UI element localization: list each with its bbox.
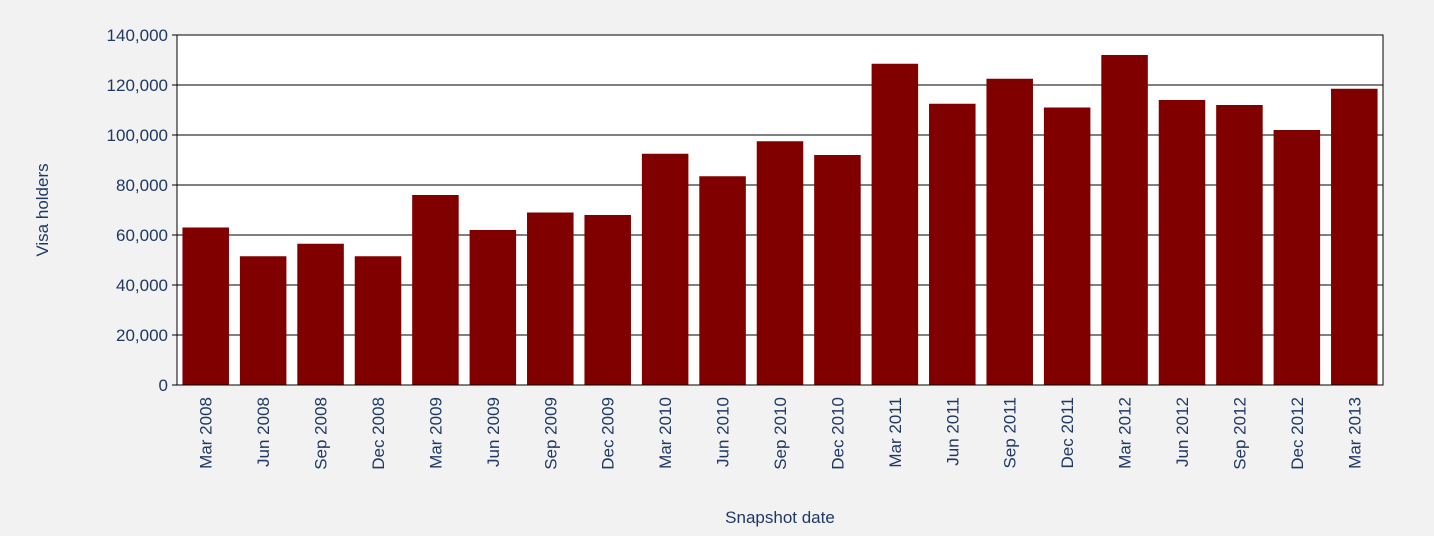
bar — [584, 215, 631, 385]
y-tick-labels: 0 20,000 40,000 60,000 80,000 100,000 120,000 1… — [107, 26, 177, 395]
x-tick-label: Mar 2010 — [656, 397, 675, 469]
bar — [1043, 107, 1091, 385]
plot-border — [176, 34, 1384, 386]
y-tick-label: 100,000 — [107, 126, 168, 145]
bar — [871, 63, 919, 385]
x-tick-label: Sep 2009 — [541, 397, 560, 470]
y-tick-label: 40,000 — [116, 276, 168, 295]
x-tick-label: Jun 2011 — [943, 397, 962, 466]
bar — [297, 243, 344, 385]
x-tick-label: Dec 2010 — [828, 397, 847, 470]
bar — [239, 256, 287, 385]
bar — [814, 155, 861, 385]
bar — [1216, 105, 1263, 385]
x-tick-label: Dec 2009 — [599, 397, 618, 470]
bar — [699, 176, 746, 385]
x-tick-label: Sep 2008 — [312, 397, 331, 470]
x-tick-label: Jun 2009 — [484, 397, 503, 467]
y-tick-label: 80,000 — [116, 176, 168, 195]
bar — [756, 141, 804, 385]
x-tick-label: Mar 2009 — [426, 397, 445, 469]
bar — [527, 212, 574, 385]
y-tick-label: 20,000 — [116, 326, 168, 345]
x-tick-label: Dec 2012 — [1288, 397, 1307, 470]
bar — [929, 103, 976, 385]
y-tick-label: 120,000 — [107, 76, 168, 95]
bar — [1158, 100, 1206, 385]
x-tick-label: Mar 2012 — [1116, 397, 1135, 469]
y-tick-label: 0 — [159, 376, 168, 395]
x-tick-label: Sep 2010 — [771, 397, 790, 470]
x-tick-label: Mar 2008 — [197, 397, 216, 469]
x-tick-label: Jun 2008 — [254, 397, 273, 467]
bars — [182, 55, 1378, 385]
bar — [469, 230, 517, 385]
x-tick-label: Sep 2011 — [1001, 397, 1020, 469]
bar — [1101, 55, 1148, 385]
bar — [412, 195, 459, 385]
x-tick-label: Sep 2012 — [1230, 397, 1249, 470]
x-tick-label: Dec 2008 — [369, 397, 388, 470]
y-tick-label: 60,000 — [116, 226, 168, 245]
bar — [641, 153, 689, 385]
bar — [354, 256, 402, 385]
x-tick-label: Jun 2010 — [714, 397, 733, 467]
bar — [1273, 130, 1321, 385]
x-tick-label: Jun 2012 — [1173, 397, 1192, 467]
bar — [986, 78, 1033, 385]
bar — [182, 227, 229, 385]
x-tick-label: Dec 2011 — [1058, 397, 1077, 469]
x-tick-label: Mar 2011 — [886, 397, 905, 468]
y-axis-label: Visa holders — [33, 163, 52, 256]
x-axis-label: Snapshot date — [725, 508, 835, 527]
x-tick-labels: Mar 2008 Jun 2008 Sep 2008 Dec 2008 Mar 2009… — [197, 397, 1365, 470]
x-tick-label: Mar 2013 — [1345, 397, 1364, 469]
y-tick-label: 140,000 — [107, 26, 168, 45]
bar — [1331, 88, 1378, 385]
